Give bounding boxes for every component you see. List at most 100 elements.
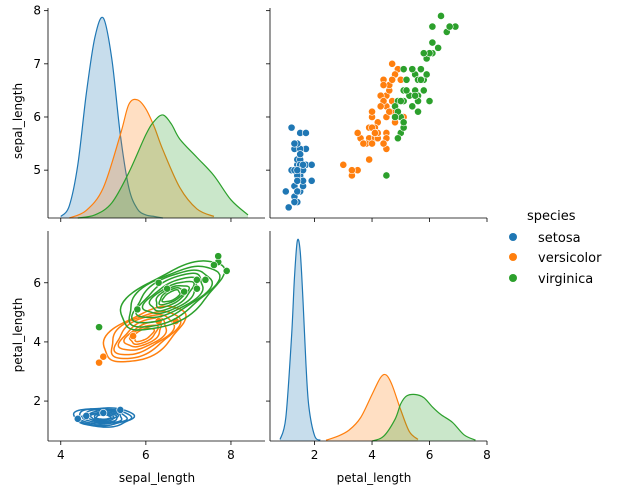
scatter-point-virginica-22: [445, 22, 454, 31]
contour-versicolor-3: [117, 317, 168, 351]
scatter-point-virginica-39: [408, 65, 417, 74]
kde-point-versicolor-2: [129, 332, 137, 340]
panel-petal-density: [279, 238, 476, 442]
scatter-point-virginica-30: [428, 38, 437, 47]
row1-y-tick-label-2: 2: [33, 394, 41, 408]
legend: species setosa versicolor virginica: [509, 209, 602, 287]
scatter-point-versicolor-21: [368, 107, 376, 116]
scatter-point-virginica-4: [419, 86, 428, 95]
x-axis-label-left: sepal_length: [119, 471, 195, 485]
kde-point-virginica-3: [193, 275, 201, 284]
scatter-point-versicolor-29: [353, 129, 362, 137]
kde-fill-versicolor: [69, 99, 214, 218]
col0-x-tick-label-6: 6: [142, 448, 150, 462]
contour-virginica-0: [119, 260, 226, 331]
kde-point-versicolor-0: [95, 358, 103, 367]
panel-sepal-density: [60, 16, 249, 219]
scatter-point-versicolor-40: [379, 139, 388, 148]
scatter-point-setosa-47: [296, 150, 305, 159]
scatter-point-virginica-48: [399, 118, 408, 127]
scatter-point-virginica-38: [391, 113, 399, 121]
panel-sepal-petal-scatter: [281, 12, 460, 212]
col0-x-tick-label-8: 8: [227, 448, 235, 462]
scatter-point-virginica-43: [416, 75, 425, 84]
kde-point-virginica-11: [193, 284, 201, 293]
legend-label-setosa: setosa: [538, 231, 581, 246]
col1-x-tick-label-4: 4: [368, 448, 376, 462]
scatter-point-versicolor-39: [368, 139, 376, 148]
kde-point-virginica-7: [222, 267, 231, 275]
y-axis-label-bottom: petal_length: [11, 298, 25, 373]
row1-y-tick-label-4: 4: [33, 335, 41, 349]
row0-y-tick-label-6: 6: [33, 110, 41, 124]
contour-virginica-7: [158, 286, 186, 306]
scatter-point-virginica-42: [422, 70, 431, 79]
scatter-point-setosa-44: [293, 176, 302, 185]
kde-point-virginica-9: [133, 305, 142, 314]
scatter-point-setosa-35: [290, 139, 299, 148]
contour-virginica-4: [141, 276, 198, 315]
kde-line-versicolor: [325, 373, 419, 441]
scatter-point-virginica-35: [428, 22, 437, 31]
scatter-point-versicolor-36: [388, 75, 397, 84]
legend-label-versicolor: versicolor: [538, 251, 602, 266]
scatter-point-setosa-43: [307, 160, 316, 169]
scatter-point-virginica-31: [437, 12, 445, 20]
kde-line-virginica: [371, 393, 476, 442]
contour-virginica-8: [161, 289, 181, 303]
scatter-point-setosa-18: [302, 129, 310, 137]
kde-point-virginica-6: [214, 252, 223, 261]
contour-virginica-1: [128, 265, 221, 328]
kde-point-virginica-8: [210, 261, 218, 269]
kde-point-virginica-10: [163, 284, 172, 293]
scatter-point-setosa-45: [299, 160, 307, 169]
kde-point-versicolor-1: [99, 352, 108, 361]
kde-line-setosa: [60, 16, 163, 219]
scatter-point-setosa-22: [281, 187, 290, 196]
scatter-point-setosa-46: [293, 187, 302, 196]
scatter-point-versicolor-43: [348, 166, 356, 175]
scatter-point-setosa-48: [293, 166, 302, 175]
x-axis-label-right: petal_length: [337, 471, 412, 485]
scatter-point-versicolor-41: [385, 107, 394, 116]
row0-y-tick-label-8: 8: [33, 4, 41, 18]
scatter-point-versicolor-0: [388, 59, 397, 68]
row1-y-tick-label-6: 6: [33, 276, 41, 290]
scatter-point-versicolor-25: [379, 81, 388, 89]
kde-point-virginica-1: [154, 278, 163, 287]
row0-y-tick-label-5: 5: [33, 163, 41, 177]
scatter-point-virginica-45: [396, 97, 405, 105]
kde-point-setosa-0: [73, 414, 82, 423]
scatter-point-virginica-34: [414, 107, 422, 116]
col1-x-tick-label-6: 6: [426, 448, 434, 462]
contour-setosa-7: [95, 413, 112, 421]
kde-point-setosa-3: [116, 406, 125, 414]
axis-frame: 5 6 7 8 2 4 6 4 6 8 2 4 6 8: [33, 4, 490, 462]
row0-y-tick-label-7: 7: [33, 57, 41, 71]
kde-fill-virginica: [372, 394, 476, 441]
legend-marker-versicolor: [509, 253, 517, 261]
scatter-point-setosa-41: [290, 198, 299, 206]
scatter-point-setosa-13: [284, 203, 293, 212]
scatter-point-versicolor-49: [371, 129, 379, 137]
contour-setosa-5: [89, 412, 118, 422]
scatter-point-virginica-29: [419, 49, 428, 58]
legend-marker-virginica: [509, 274, 517, 282]
scatter-point-virginica-46: [402, 86, 411, 95]
scatter-point-setosa-14: [287, 123, 296, 132]
legend-title: species: [527, 209, 576, 224]
contour-versicolor-5: [128, 324, 160, 346]
scatter-point-virginica-0: [425, 97, 434, 105]
kde-point-virginica-4: [201, 275, 210, 284]
scatter-point-virginica-6: [382, 171, 391, 180]
contour-virginica-5: [148, 280, 195, 312]
contour-versicolor-2: [113, 313, 176, 356]
scatter-point-versicolor-48: [339, 160, 348, 169]
kde-point-setosa-2: [99, 408, 108, 417]
scatter-point-virginica-7: [434, 43, 443, 52]
contour-virginica-2: [130, 269, 214, 324]
kde-line-setosa: [279, 238, 321, 441]
scatter-point-virginica-47: [408, 102, 417, 111]
scatter-point-virginica-41: [399, 65, 408, 74]
